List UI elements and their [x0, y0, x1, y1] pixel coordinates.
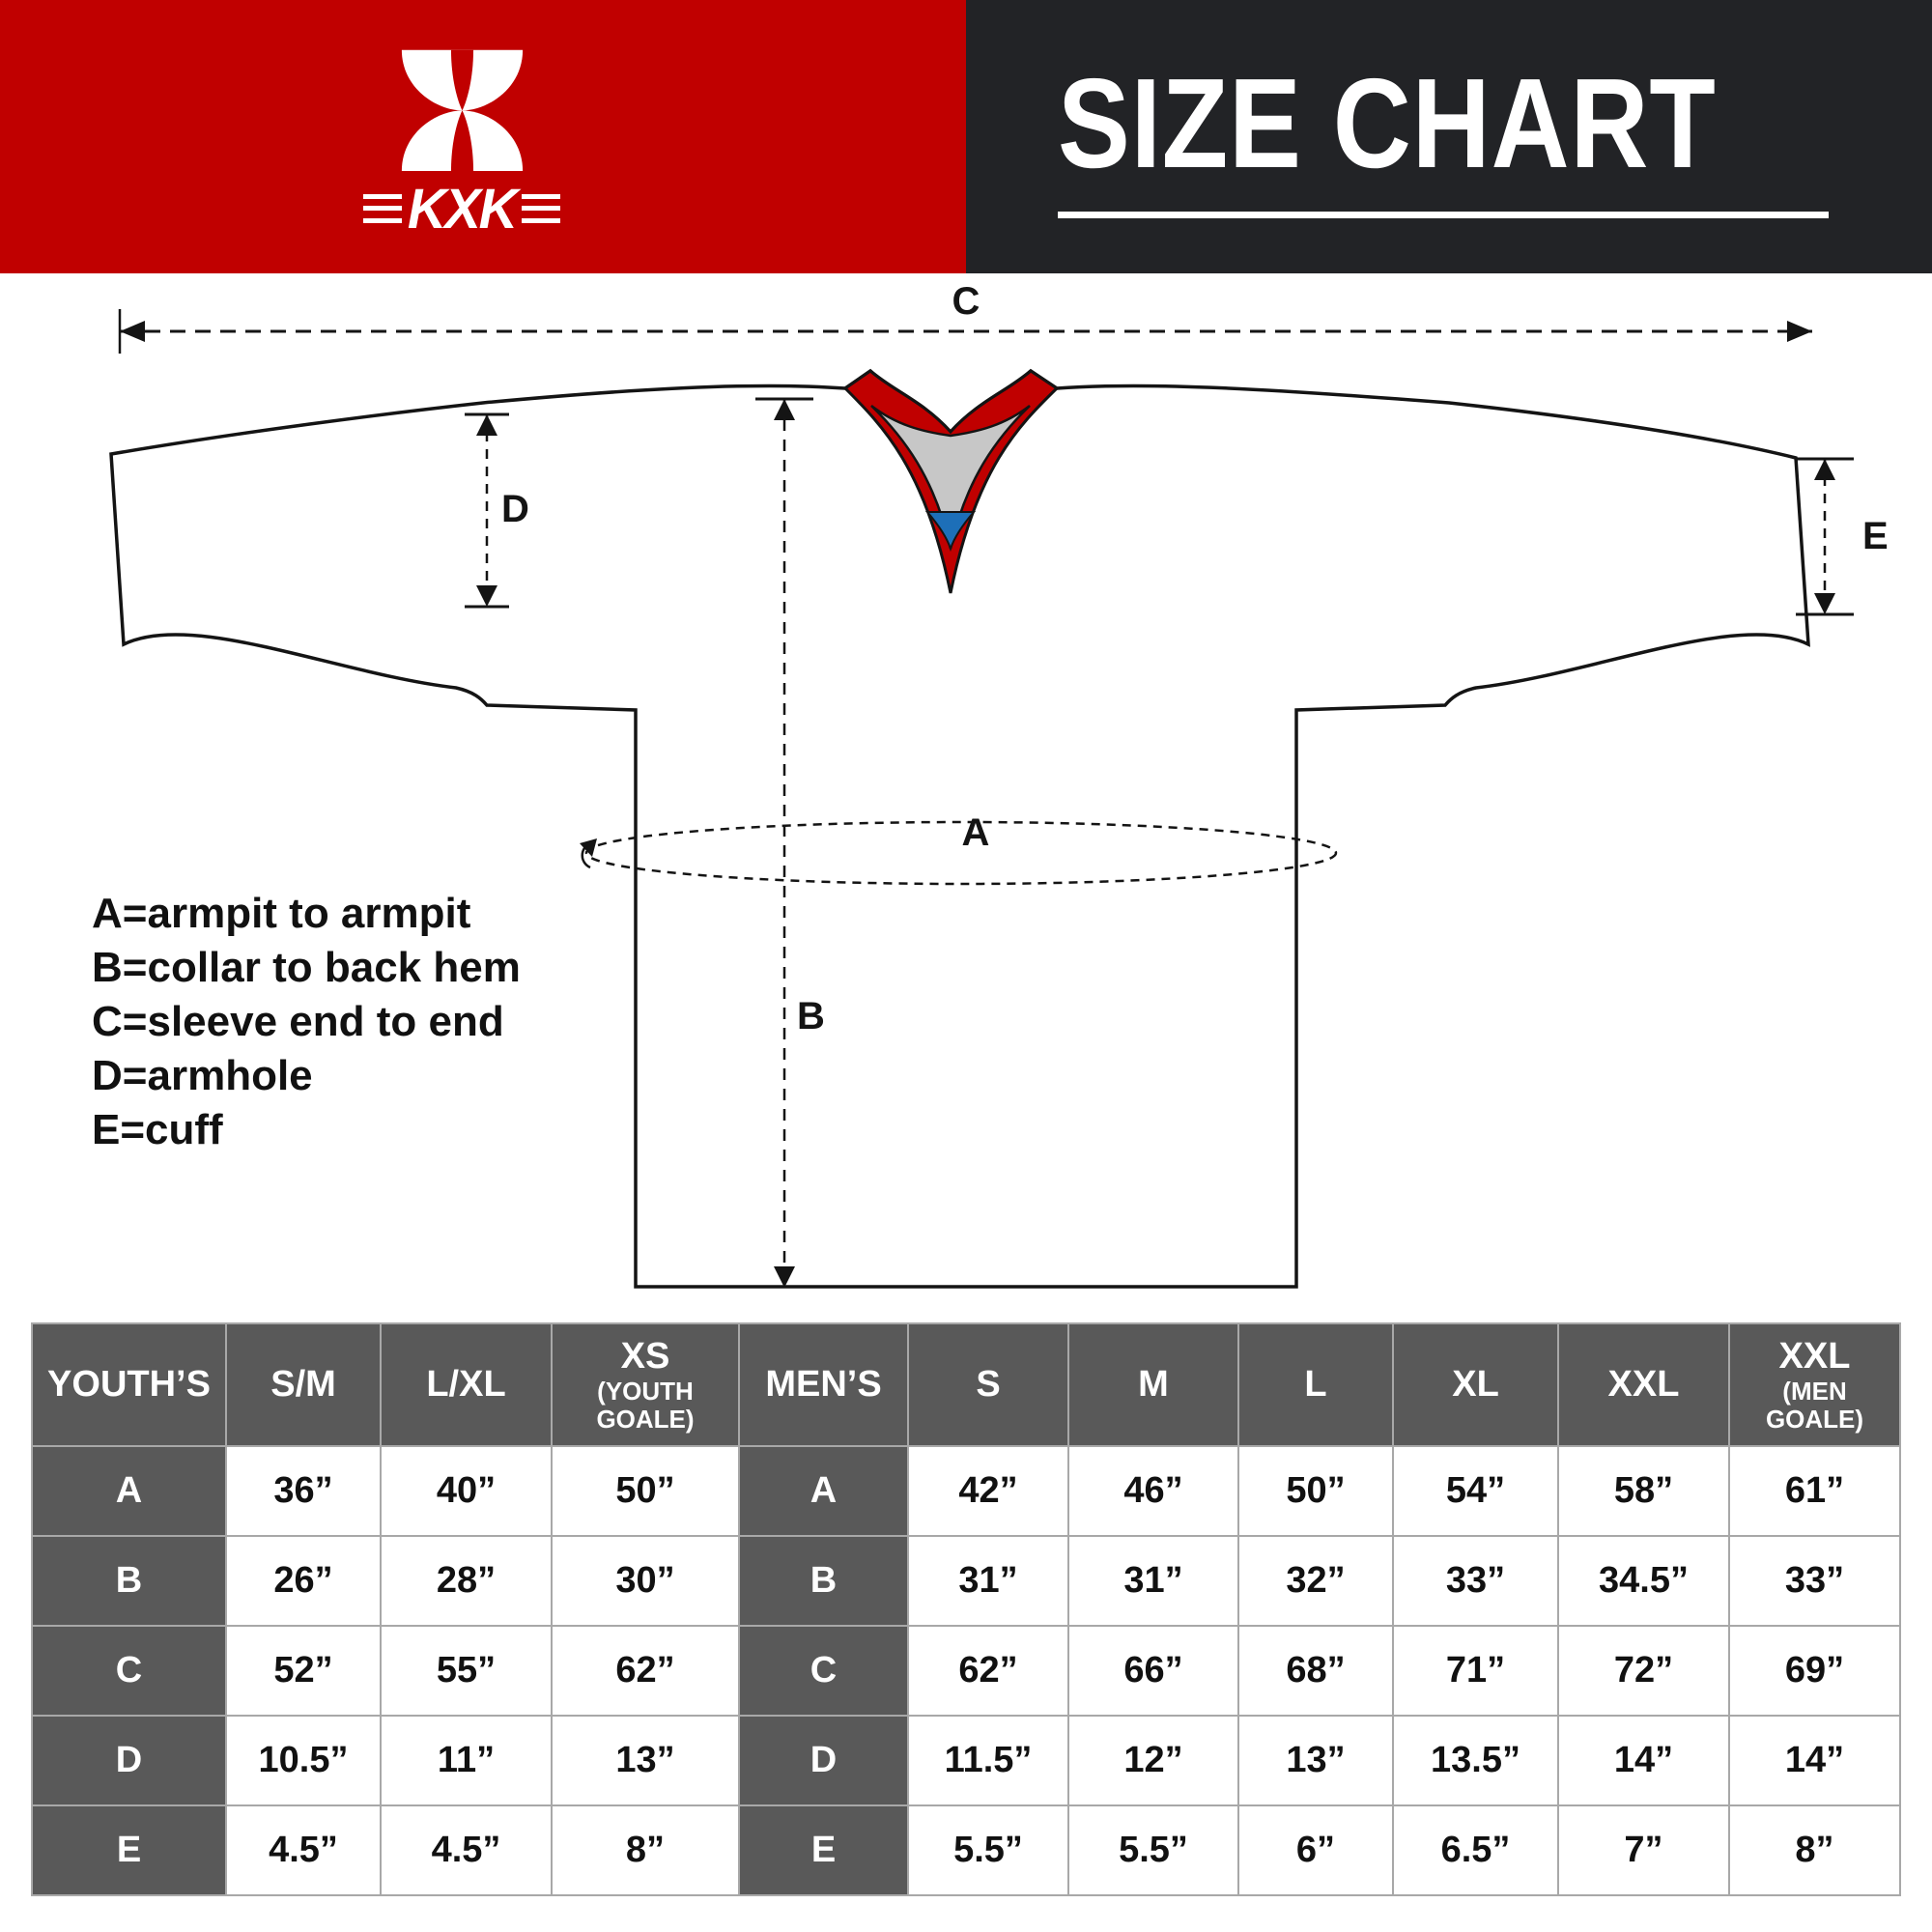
svg-text:C: C [952, 280, 980, 323]
svg-text:B: B [797, 995, 825, 1037]
svg-text:D: D [501, 488, 529, 530]
svg-text:E: E [1862, 515, 1889, 557]
svg-text:A: A [962, 811, 990, 854]
